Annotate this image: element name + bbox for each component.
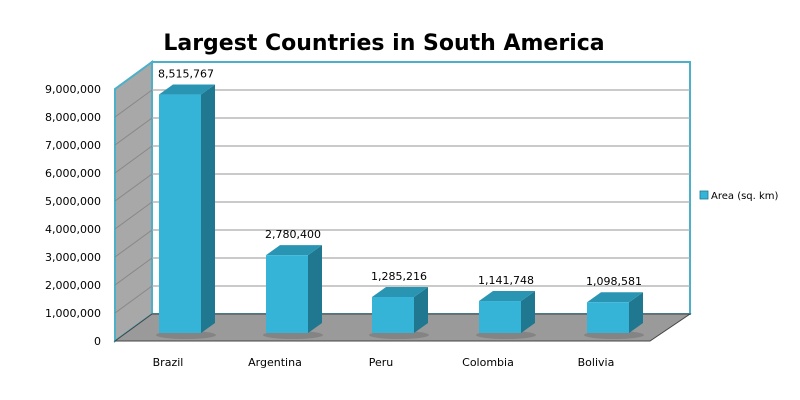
bar-top xyxy=(479,291,535,302)
legend-label: Area (sq. km) xyxy=(711,191,779,202)
bar-side xyxy=(629,292,643,333)
legend: Area (sq. km) xyxy=(699,190,779,202)
bar-colombia xyxy=(479,301,521,333)
x-tick-label: Brazil xyxy=(153,356,184,369)
x-tick-label: Argentina xyxy=(248,356,302,369)
bar-argentina xyxy=(266,255,308,333)
bar-side xyxy=(308,245,322,333)
side-gridline xyxy=(114,257,153,286)
y-tick-label: 4,000,000 xyxy=(45,223,101,236)
y-tick-label: 1,000,000 xyxy=(45,307,101,320)
side-gridline xyxy=(114,89,153,118)
bar-top xyxy=(372,287,428,298)
chart-title: Largest Countries in South America xyxy=(163,31,604,56)
bar-side xyxy=(521,291,535,333)
bar-top xyxy=(266,245,322,256)
side-gridline xyxy=(114,145,153,174)
side-gridline xyxy=(114,229,153,258)
x-tick-label: Colombia xyxy=(462,356,514,369)
legend-swatch xyxy=(699,190,709,200)
bar-top xyxy=(159,84,215,95)
side-gridline xyxy=(114,285,153,314)
bar-bolivia xyxy=(587,302,629,333)
y-tick-label: 0 xyxy=(94,335,101,348)
data-label: 1,098,581 xyxy=(586,275,642,288)
bar-top xyxy=(587,292,643,303)
y-tick-label: 9,000,000 xyxy=(45,83,101,96)
side-gridline xyxy=(114,201,153,230)
data-label: 2,780,400 xyxy=(265,228,321,241)
x-tick-label: Peru xyxy=(369,356,394,369)
side-gridline xyxy=(114,117,153,146)
bar-peru xyxy=(372,297,414,333)
y-tick-label: 5,000,000 xyxy=(45,195,101,208)
y-tick-label: 2,000,000 xyxy=(45,279,101,292)
bar-brazil xyxy=(159,94,201,333)
side-gridline xyxy=(114,173,153,202)
y-tick-label: 6,000,000 xyxy=(45,167,101,180)
data-label: 1,285,216 xyxy=(371,270,427,283)
back-wall xyxy=(151,61,691,315)
bar-side xyxy=(414,287,428,333)
y-tick-label: 7,000,000 xyxy=(45,139,101,152)
y-tick-label: 8,000,000 xyxy=(45,111,101,124)
y-tick-label: 3,000,000 xyxy=(45,251,101,264)
bar-side xyxy=(201,84,215,333)
data-label: 8,515,767 xyxy=(158,68,214,81)
x-tick-label: Bolivia xyxy=(578,356,615,369)
data-label: 1,141,748 xyxy=(478,274,534,287)
